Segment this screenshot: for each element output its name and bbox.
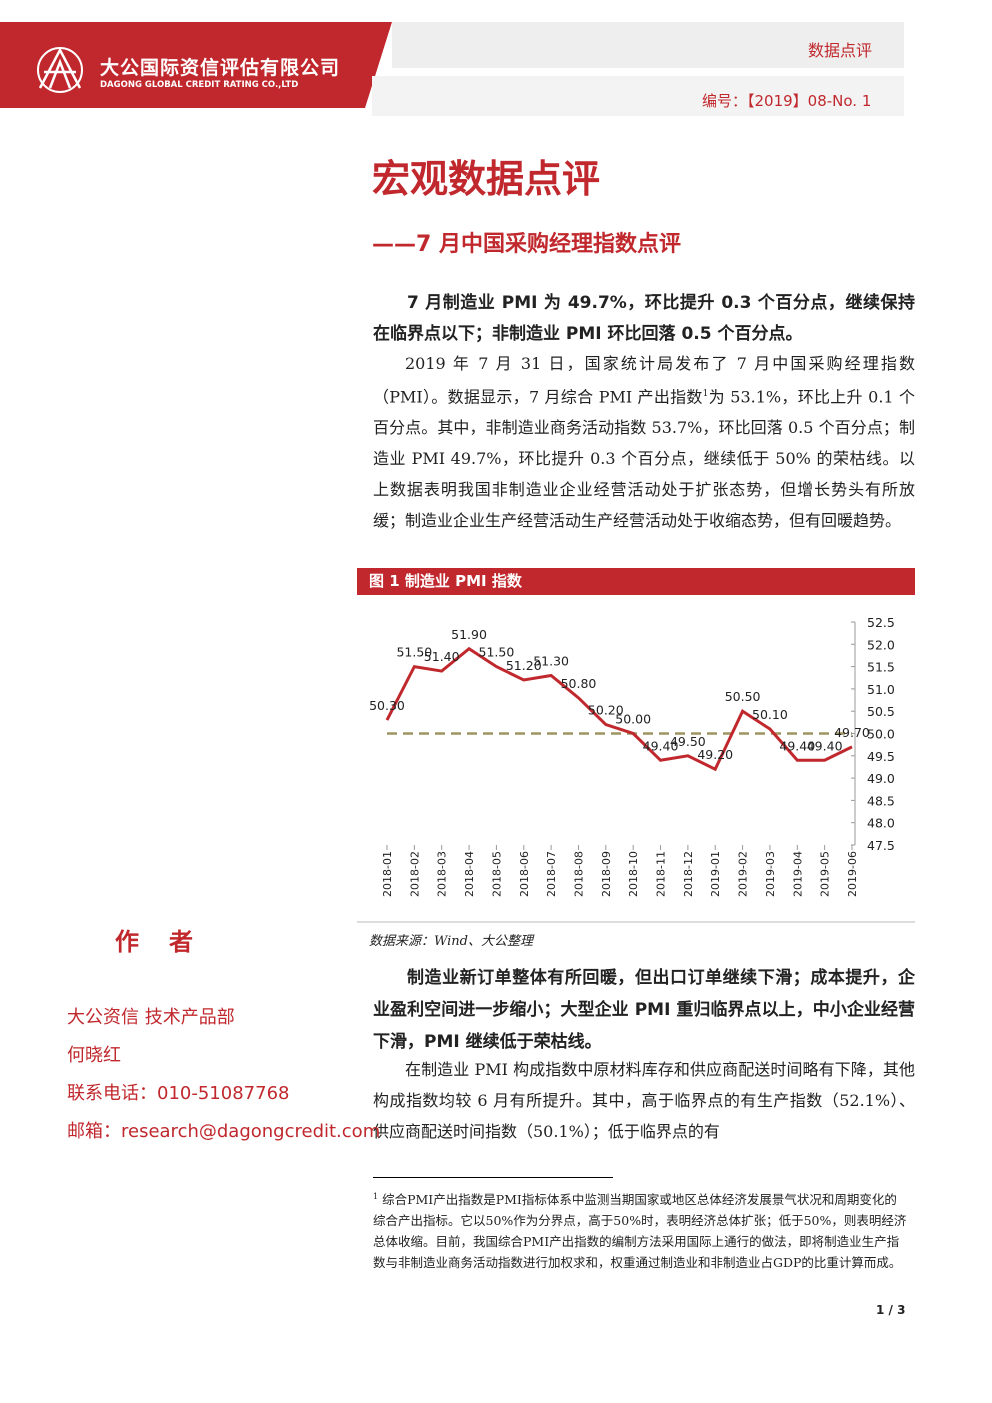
data-label: 50.00: [615, 712, 651, 727]
x-tick-label: 2018-04: [463, 851, 476, 897]
data-label: 49.40: [643, 738, 679, 753]
paragraph: 在制造业 PMI 构成指数中原材料库存和供应商配送时间略有下降，其他构成指数均较…: [373, 1060, 915, 1141]
data-label: 49.50: [670, 734, 706, 749]
x-tick-label: 2019-02: [737, 851, 750, 897]
x-tick-label: 2018-05: [490, 851, 503, 897]
data-label: 50.20: [588, 703, 624, 718]
y-tick-label: 52.5: [867, 615, 895, 630]
x-tick-label: 2018-02: [408, 851, 421, 897]
y-tick-label: 52.0: [867, 637, 895, 652]
paragraph-text: 为 53.1%，环比上升 0.1 个百分点。其中，非制造业商务活动指数 53.7…: [373, 387, 915, 531]
title: 宏观数据点评: [372, 157, 601, 201]
x-tick-label: 2018-03: [436, 851, 449, 897]
y-tick-label: 50.0: [867, 727, 895, 742]
x-tick-label: 2018-08: [572, 851, 585, 897]
author-phone: 联系电话：010-51087768: [67, 1083, 290, 1104]
data-label: 50.80: [561, 676, 597, 691]
y-tick-label: 47.5: [867, 838, 895, 853]
data-label: 49.70: [834, 725, 870, 740]
paragraph-text: 2019 年 7 月 31 日，国家统计局发布了 7 月中国采购经理指数（PMI…: [373, 354, 915, 407]
x-tick-label: 2018-12: [682, 851, 695, 897]
data-label: 49.40: [779, 738, 815, 753]
figure-title: 图 1 制造业 PMI 指数: [357, 568, 915, 595]
data-label: 51.50: [396, 645, 432, 660]
key-point: 制造业新订单整体有所回暖，但出口订单继续下滑；成本提升，企业盈利空间进一步缩小；…: [373, 968, 915, 1052]
x-tick-label: 2018-10: [627, 851, 640, 897]
author-heading: 作者: [115, 928, 223, 956]
y-tick-label: 51.0: [867, 682, 895, 697]
data-label: 51.30: [533, 654, 569, 669]
header-tab: [372, 76, 904, 116]
y-tick-label: 48.5: [867, 793, 895, 808]
author-dept: 大公资信 技术产品部: [67, 1007, 235, 1028]
y-tick-label: 49.0: [867, 771, 895, 786]
x-tick-label: 2019-03: [764, 851, 777, 897]
data-label: 49.20: [697, 747, 733, 762]
y-tick-label: 49.5: [867, 749, 895, 764]
y-tick-label: 51.5: [867, 660, 895, 675]
x-tick-label: 2018-06: [518, 851, 531, 897]
x-tick-label: 2018-11: [655, 851, 668, 897]
source: 数据来源：Wind、大公整理: [369, 934, 533, 949]
chart: 47.5 48.0 48.5 49.0 49.5 50.0 50.5 51.0 51.5 52.0…: [357, 615, 915, 923]
line: [385, 646, 853, 772]
x-tick-label: 2018-01: [381, 851, 394, 897]
data-label: 51.40: [424, 649, 460, 664]
company-name: 大公国际资信评估有限公司: [100, 57, 341, 79]
header-graphics: [0, 22, 904, 116]
header-tab: [392, 22, 904, 68]
header-band: [0, 22, 392, 108]
page-number: 1 / 3: [876, 1303, 906, 1317]
x-tick-label: 2019-01: [709, 851, 722, 897]
author-email: 邮箱：research@dagongcredit.com: [67, 1121, 381, 1142]
footnote-marker: 1: [373, 1192, 379, 1201]
data-label: 50.10: [752, 707, 788, 722]
subtitle: ——7 月中国采购经理指数点评: [372, 232, 681, 257]
y-tick-label: 48.0: [867, 816, 895, 831]
footnote-ref: 1: [702, 389, 709, 399]
key-point: 7 月制造业 PMI 为 49.7%，环比提升 0.3 个百分点，继续保持在临界…: [373, 293, 915, 344]
data-label: 51.20: [506, 658, 542, 673]
company-name-en: DAGONG GLOBAL CREDIT RATING CO.,LTD: [100, 80, 299, 90]
x-tick-label: 2019-05: [819, 851, 832, 897]
data-label: 50.50: [725, 689, 761, 704]
footnote-text: 综合PMI产出指数是PMI指标体系中监测当期国家或地区总体经济发展景气状况和周期…: [373, 1192, 907, 1271]
y-tick-label: 50.5: [867, 704, 895, 719]
footnote: 1 综合PMI产出指数是PMI指标体系中监测当期国家或地区总体经济发展景气状况和…: [373, 1186, 908, 1273]
x-tick-label: 2018-09: [600, 851, 613, 897]
x-tick-label: 2019-04: [791, 851, 804, 897]
data-label: 51.50: [479, 645, 515, 660]
x-tick-label: 2019-06: [846, 851, 859, 897]
data-label: 49.40: [807, 738, 843, 753]
author-name: 何晓红: [67, 1045, 121, 1066]
logo: [38, 47, 82, 89]
footnote-rule: [373, 1177, 613, 1178]
report-category: 数据点评: [808, 41, 873, 60]
data-label: 50.30: [369, 698, 405, 713]
data-label: 51.90: [451, 627, 487, 642]
paragraph: 2019 年 7 月 31 日，国家统计局发布了 7 月中国采购经理指数（PMI…: [373, 348, 915, 536]
x-tick-label: 2018-07: [545, 851, 558, 897]
report-number: 编号：【2019】08-No. 1: [702, 92, 872, 110]
